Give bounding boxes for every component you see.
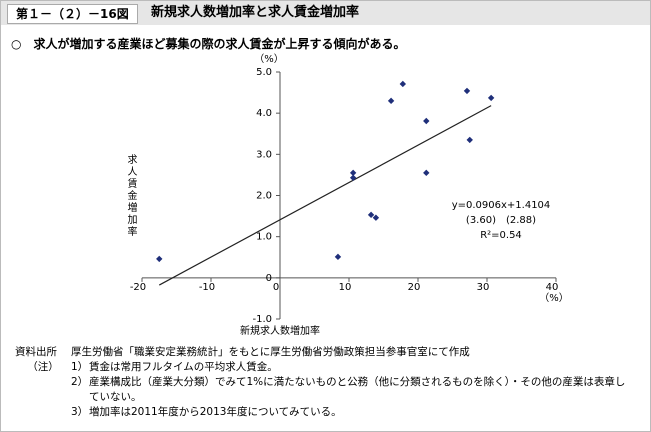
- notes: 資料出所 厚生労働省「職業安定業務統計」をもとに厚生労働省労働政策担当参事官室にて…: [15, 345, 635, 420]
- y-tick-label: 1.0: [256, 232, 272, 243]
- point: [463, 87, 471, 95]
- point: [466, 136, 473, 144]
- point: [367, 211, 375, 219]
- source-text: 厚生労働省「職業安定業務統計」をもとに厚生労働省労働政策担当参事官室にて作成: [71, 346, 470, 358]
- x-tick-label: 0: [273, 282, 279, 293]
- x-tick-label: 10: [339, 282, 352, 293]
- x-tick-label: 40: [546, 282, 559, 293]
- subtitle: ○ 求人が増加する産業ほど募集の際の求人賃金が上昇する傾向がある。: [11, 37, 406, 51]
- trendline: [158, 105, 492, 286]
- x-unit: （%）: [539, 292, 569, 304]
- point: [487, 94, 495, 102]
- point: [372, 214, 380, 221]
- y-tick-label: 2.0: [256, 191, 272, 202]
- annotation: R²=0.54: [480, 230, 522, 241]
- x-tick-label: 20: [408, 282, 421, 293]
- note-number: 3）: [71, 406, 89, 418]
- annotation: (3.60) (2.88): [466, 215, 536, 226]
- y-unit: （%）: [254, 53, 284, 65]
- point: [399, 80, 407, 88]
- point: [423, 169, 430, 177]
- note-text: 増加率は2011年度から2013年度についてみている。: [89, 406, 342, 418]
- point: [349, 169, 357, 177]
- note-number: 1）: [71, 361, 89, 373]
- annotation: y=0.0906x+1.4104: [452, 200, 551, 211]
- point: [387, 97, 395, 105]
- note-text: 産業構成比（産業大分類）でみて1%に満たないものと公務（他に分類されるものを除く…: [89, 376, 626, 403]
- point: [349, 174, 357, 181]
- y-tick-label: 5.0: [256, 67, 272, 78]
- y-tick-label: 4.0: [256, 108, 272, 119]
- x-axis-label: 新規求人数増加率: [240, 324, 320, 337]
- chart: （%） （%） 新規求人数増加率 求人賃金増加率 y=0.0906x+1.410…: [125, 53, 569, 337]
- y-tick-label: 0: [266, 273, 272, 284]
- y-axis-label: 求人賃金増加率: [125, 154, 137, 238]
- y-tick-label: -1.0: [252, 314, 272, 325]
- note-number: 2）: [71, 376, 89, 388]
- point: [334, 253, 342, 261]
- source-label: 資料出所: [15, 346, 57, 358]
- x-tick-label: -20: [130, 282, 146, 293]
- point: [156, 255, 163, 263]
- point: [423, 117, 430, 125]
- chart-title: 新規求人数増加率と求人賃金増加率: [151, 5, 360, 20]
- header-bar: 第１－（２）－16図 新規求人数増加率と求人賃金増加率: [1, 1, 650, 25]
- y-tick-label: 3.0: [256, 149, 272, 160]
- note-label: （注）: [27, 361, 59, 373]
- figure-number: 第１－（２）－16図: [7, 4, 138, 24]
- x-tick-label: -10: [199, 282, 215, 293]
- note-text: 賃金は常用フルタイムの平均求人賃金。: [89, 361, 278, 373]
- x-tick-label: 30: [477, 282, 490, 293]
